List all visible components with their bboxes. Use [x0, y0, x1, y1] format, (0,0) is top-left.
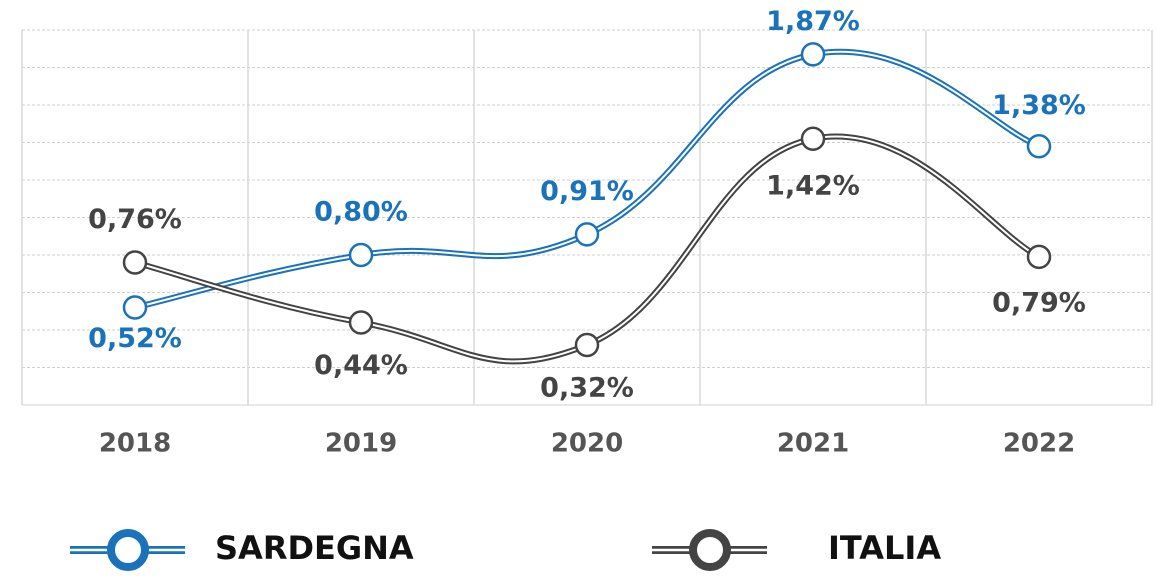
x-tick-label: 2021 [777, 429, 849, 459]
marker [800, 126, 826, 151]
marker [122, 295, 148, 320]
legend-label: ITALIA [828, 529, 941, 567]
series-line [134, 133, 1041, 365]
marker [574, 222, 600, 247]
series-line-inner [134, 135, 1040, 363]
value-label: 0,80% [314, 197, 408, 228]
value-label: 1,38% [992, 90, 1086, 121]
marker [1026, 244, 1052, 270]
marker [348, 310, 374, 335]
marker [348, 242, 374, 268]
value-label: 1,87% [766, 6, 860, 37]
value-label: 0,91% [540, 176, 634, 207]
x-tick-label: 2022 [1003, 429, 1075, 459]
legend-marker [689, 529, 731, 571]
x-tick-label: 2020 [551, 429, 623, 459]
marker [800, 42, 826, 67]
value-label: 0,76% [88, 204, 182, 235]
marker [1026, 134, 1052, 159]
value-label: 0,79% [992, 287, 1086, 318]
legend-marker [107, 529, 149, 571]
marker [122, 250, 148, 275]
value-label: 0,52% [88, 323, 182, 354]
value-label: 1,42% [766, 170, 860, 201]
legend-label: SARDEGNA [215, 529, 414, 567]
x-tick-label: 2018 [99, 429, 171, 459]
marker [574, 332, 600, 358]
value-label: 0,44% [314, 350, 408, 381]
x-tick-label: 2019 [325, 429, 397, 459]
value-label: 0,32% [540, 373, 634, 404]
